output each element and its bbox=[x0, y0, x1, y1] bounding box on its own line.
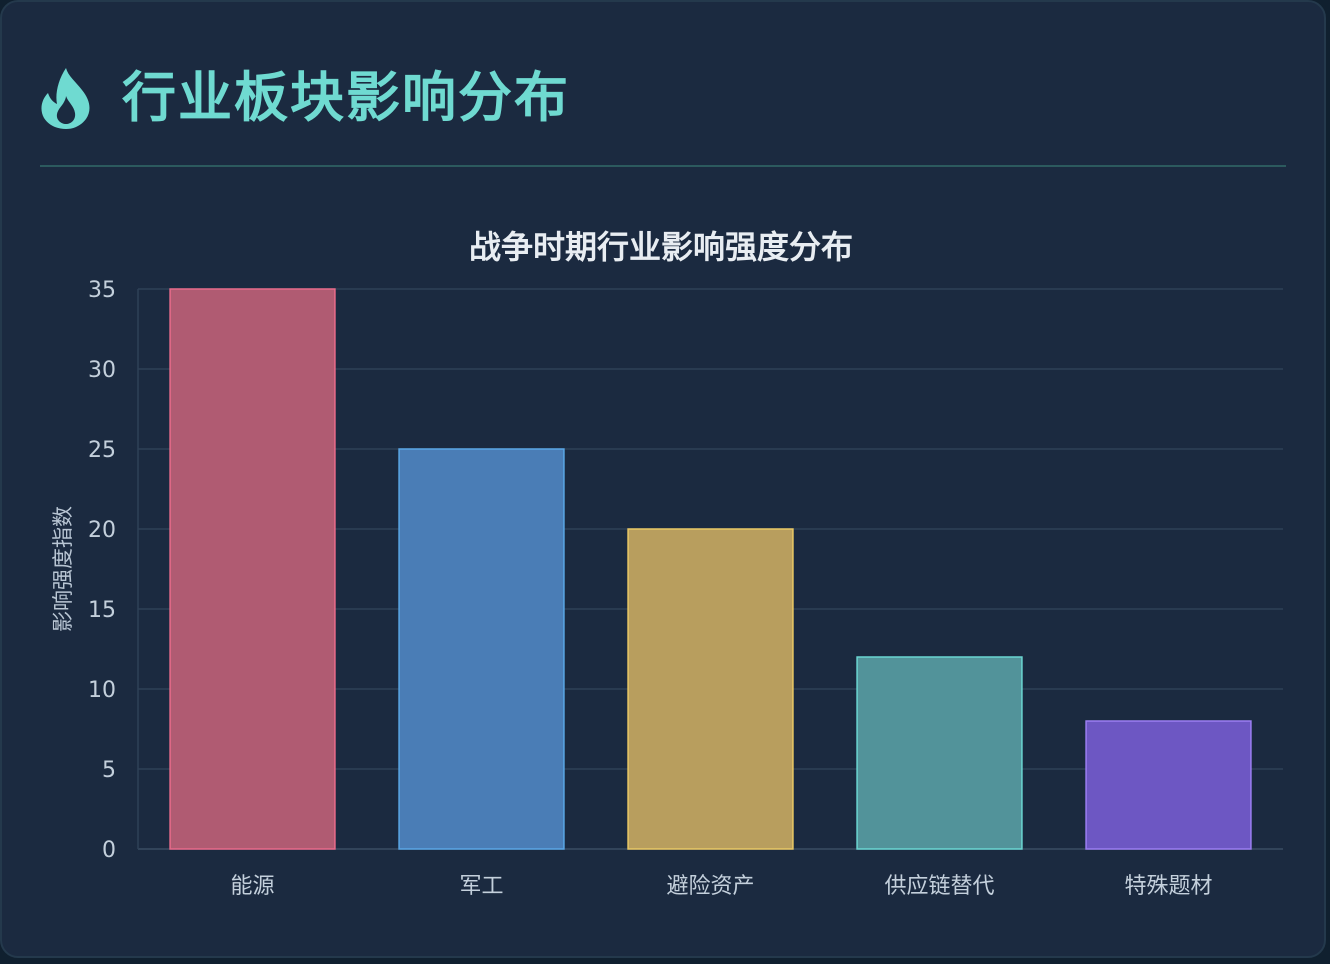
x-tick-label: 军工 bbox=[459, 874, 503, 899]
bar-5[interactable] bbox=[1085, 720, 1252, 850]
y-tick-label: 0 bbox=[102, 838, 116, 863]
y-tick-label: 15 bbox=[88, 598, 116, 623]
x-tick-label: 特殊题材 bbox=[1124, 874, 1212, 899]
y-tick-label: 10 bbox=[88, 678, 116, 703]
y-axis-label: 影响强度指数 bbox=[51, 506, 75, 632]
y-tick-label: 35 bbox=[88, 278, 116, 303]
x-tick-label: 能源 bbox=[230, 874, 274, 899]
chart-title: 战争时期行业影响强度分布 bbox=[469, 228, 853, 266]
bar-1[interactable] bbox=[169, 288, 336, 850]
x-tick-label: 供应链替代 bbox=[884, 874, 994, 899]
y-tick-label: 25 bbox=[88, 438, 116, 463]
card-header: 行业板块影响分布 bbox=[38, 58, 570, 138]
page-title: 行业板块影响分布 bbox=[122, 66, 570, 129]
bar-3[interactable] bbox=[627, 528, 794, 850]
bars bbox=[169, 288, 1252, 850]
y-tick-label: 30 bbox=[88, 358, 116, 383]
y-tick-label: 5 bbox=[102, 758, 116, 783]
x-tick-labels: 能源 军工 避险资产 供应链替代 特殊题材 bbox=[230, 874, 1212, 899]
y-tick-labels: 0 5 10 15 20 25 30 35 bbox=[88, 278, 116, 863]
x-tick-label: 避险资产 bbox=[666, 874, 754, 899]
flame-icon bbox=[41, 68, 90, 129]
y-tick-label: 20 bbox=[88, 518, 116, 543]
header-divider bbox=[40, 165, 1286, 167]
bar-4[interactable] bbox=[856, 656, 1023, 850]
bar-2[interactable] bbox=[398, 448, 565, 850]
